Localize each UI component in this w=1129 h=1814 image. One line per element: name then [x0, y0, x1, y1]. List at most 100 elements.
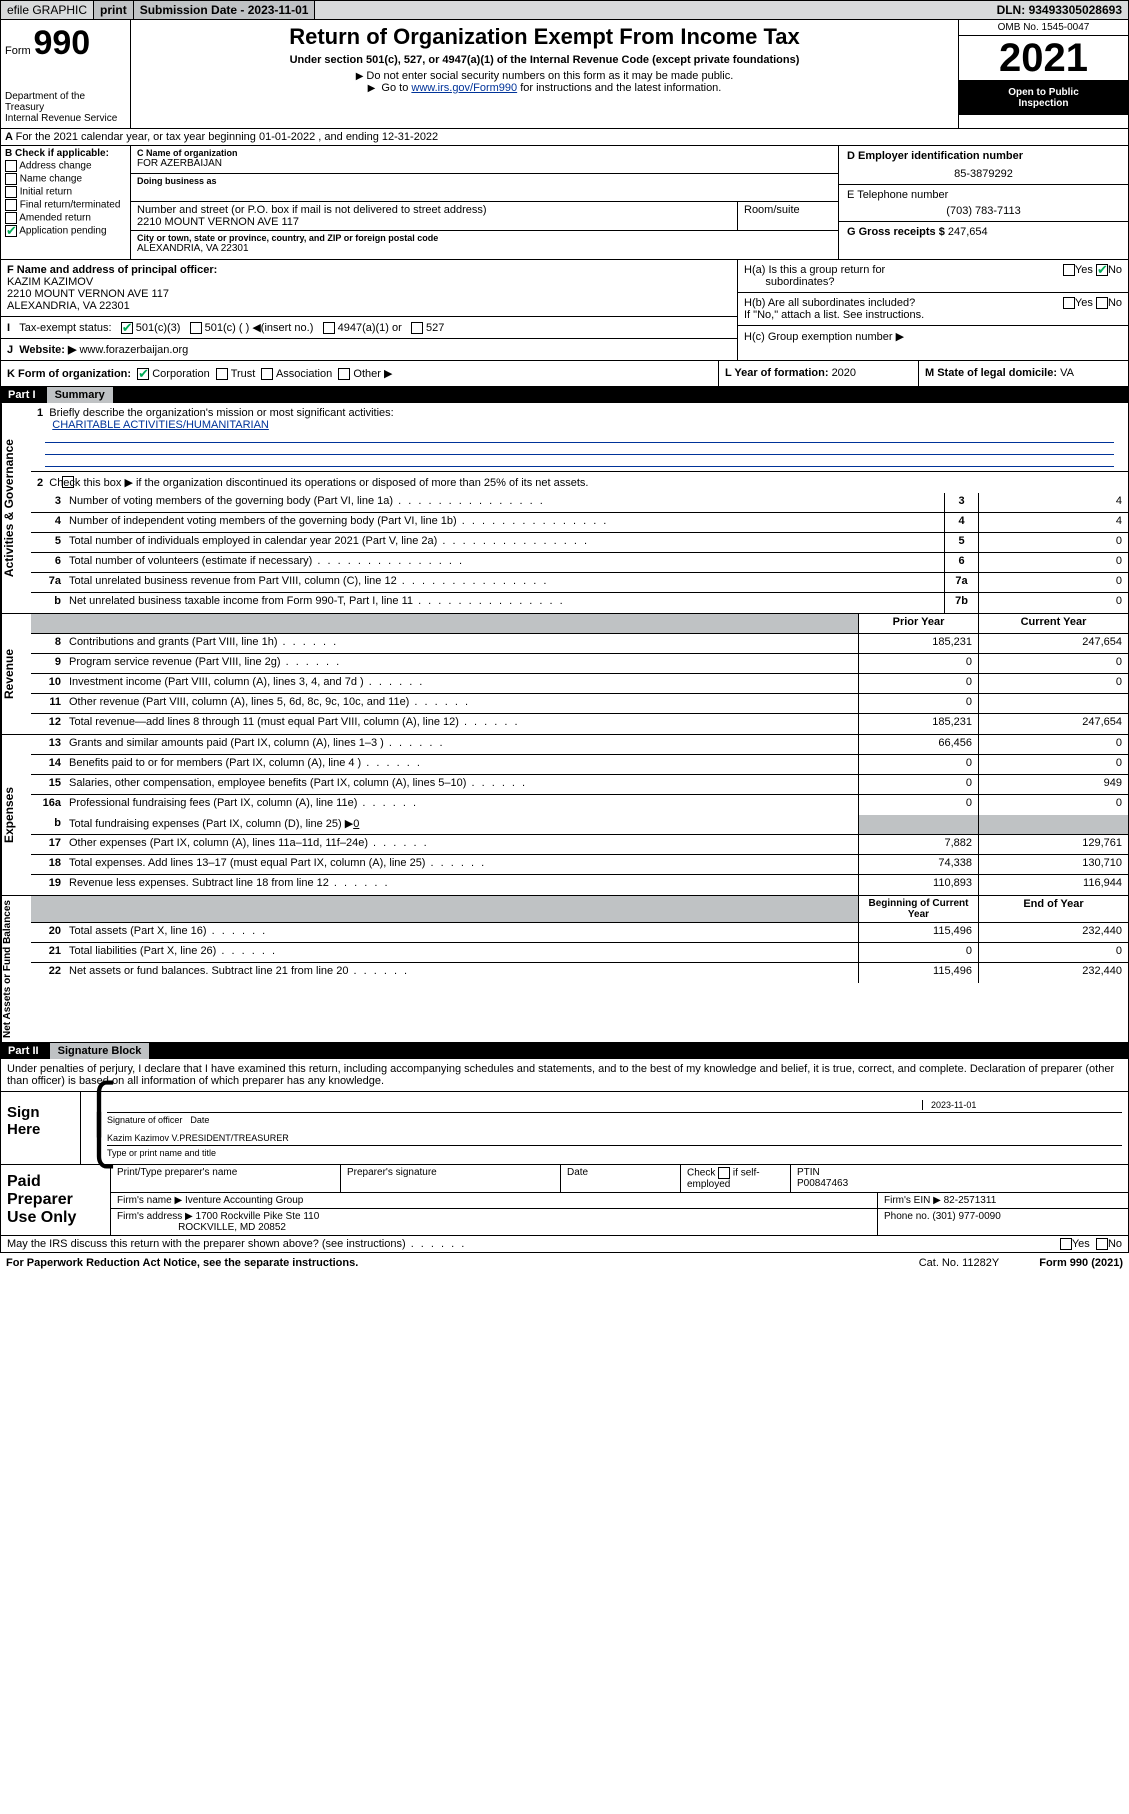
officer-label: F Name and address of principal officer:	[7, 264, 217, 276]
col-c: C Name of organization FOR AZERBAIJAN Do…	[131, 146, 838, 259]
preparer-block: Paid Preparer Use Only Print/Type prepar…	[0, 1165, 1129, 1236]
chk-address-change[interactable]: Address change	[5, 160, 126, 172]
mission-line	[45, 455, 1114, 467]
chk-hb-no[interactable]	[1096, 297, 1108, 309]
signature-block: Under penalties of perjury, I declare th…	[0, 1059, 1129, 1165]
chk-ha-no[interactable]	[1096, 264, 1108, 276]
k-right: M State of legal domicile: VA	[918, 361, 1128, 386]
chk-501c3[interactable]	[121, 322, 133, 334]
city-label: City or town, state or province, country…	[137, 233, 832, 243]
netassets-header: Beginning of Current Year End of Year	[31, 896, 1128, 923]
prep-date-hdr: Date	[561, 1165, 681, 1192]
street-label: Number and street (or P.O. box if mail i…	[137, 204, 731, 216]
goto-suffix: for instructions and the latest informat…	[517, 82, 721, 94]
l16b-text: Total fundraising expenses (Part IX, col…	[69, 818, 353, 830]
goto-note: Go to www.irs.gov/Form990 for instructio…	[135, 82, 954, 94]
cat-no: Cat. No. 11282Y	[919, 1257, 1000, 1269]
hb-note: If "No," attach a list. See instructions…	[744, 309, 1122, 321]
data-row: 10 Investment income (Part VIII, column …	[31, 674, 1128, 694]
chk-assoc[interactable]	[261, 368, 273, 380]
submission-date-label: Submission Date -	[140, 3, 248, 17]
current-year-hdr: Current Year	[978, 614, 1128, 633]
chk-final-return[interactable]: Final return/terminated	[5, 199, 126, 211]
col-b: B Check if applicable: Address change Na…	[1, 146, 131, 259]
street-value: 2210 MOUNT VERNON AVE 117	[137, 216, 731, 228]
chk-4947[interactable]	[323, 322, 335, 334]
chk-name-change[interactable]: Name change	[5, 173, 126, 185]
chk-501c[interactable]	[190, 322, 202, 334]
data-row: 14 Benefits paid to or for members (Part…	[31, 755, 1128, 775]
chk-selfemp[interactable]	[718, 1167, 730, 1179]
fijk-right: H(a) Is this a group return for subordin…	[738, 260, 1128, 360]
chk-discuss-no[interactable]	[1096, 1238, 1108, 1250]
chk-ha-yes[interactable]	[1063, 264, 1075, 276]
gross-block: G Gross receipts $ 247,654	[839, 222, 1128, 242]
chk-hb-yes[interactable]	[1063, 297, 1075, 309]
print-button[interactable]: print	[94, 1, 134, 19]
netassets-body: Beginning of Current Year End of Year 20…	[31, 896, 1128, 1042]
header-right: OMB No. 1545-0047 2021 Open to Public In…	[958, 20, 1128, 128]
mission-label: Briefly describe the organization's miss…	[49, 407, 393, 419]
firm-name: Iventure Accounting Group	[185, 1195, 303, 1206]
final-row: For Paperwork Reduction Act Notice, see …	[0, 1253, 1129, 1273]
chk-amended[interactable]: Amended return	[5, 212, 126, 224]
part1-title: Summary	[47, 387, 113, 403]
year-formation-label: L Year of formation:	[725, 367, 832, 379]
chk-discontinued[interactable]	[62, 476, 74, 488]
begin-year-hdr: Beginning of Current Year	[858, 896, 978, 922]
revenue-section: Revenue Prior Year Current Year 8 Contri…	[0, 614, 1129, 735]
ptin-cell: PTINP00847463	[791, 1165, 1128, 1192]
chk-initial-return[interactable]: Initial return	[5, 186, 126, 198]
sig-name: Kazim Kazimov V.PRESIDENT/TREASURER	[107, 1133, 1122, 1143]
twocol-header: Prior Year Current Year	[31, 614, 1128, 634]
sign-fields: 2023-11-01 Signature of officer Date Kaz…	[101, 1092, 1128, 1164]
firm-addr-label: Firm's address ▶	[117, 1211, 196, 1222]
row-a: A For the 2021 calendar year, or tax yea…	[0, 129, 1129, 146]
gov-side-label: Activities & Governance	[1, 403, 31, 613]
gov-row: 7a Total unrelated business revenue from…	[31, 573, 1128, 593]
data-row: 22 Net assets or fund balances. Subtract…	[31, 963, 1128, 983]
irs-link[interactable]: www.irs.gov/Form990	[411, 82, 517, 94]
fijk-left: F Name and address of principal officer:…	[1, 260, 738, 360]
dba-label: Doing business as	[137, 176, 832, 186]
chk-app-pending[interactable]: Application pending	[5, 225, 126, 237]
k-mid: L Year of formation: 2020	[718, 361, 918, 386]
domicile-label: M State of legal domicile:	[925, 367, 1060, 379]
preparer-side-label: Paid Preparer Use Only	[1, 1165, 111, 1235]
chk-527[interactable]	[411, 322, 423, 334]
ein-block: D Employer identification number 85-3879…	[839, 146, 1128, 185]
part1-label: Part I	[8, 389, 36, 401]
l16b-current	[978, 815, 1128, 834]
part2-title: Signature Block	[50, 1043, 150, 1059]
firm-ein-label: Firm's EIN ▶	[884, 1195, 944, 1206]
chk-discuss-yes[interactable]	[1060, 1238, 1072, 1250]
l16b-value: 0	[353, 818, 359, 830]
otp-line1: Open to Public	[963, 87, 1124, 98]
data-row: 9 Program service revenue (Part VIII, li…	[31, 654, 1128, 674]
otp-line2: Inspection	[963, 98, 1124, 109]
sig-date: 2023-11-01	[922, 1100, 1122, 1110]
gross-label: G Gross receipts $	[847, 226, 948, 238]
chk-other[interactable]	[338, 368, 350, 380]
prior-year-hdr: Prior Year	[858, 614, 978, 633]
city-row: City or town, state or province, country…	[131, 231, 838, 259]
tax-status-label: Tax-exempt status:	[19, 322, 111, 334]
chk-corp[interactable]	[137, 368, 149, 380]
gross-value: 247,654	[948, 226, 988, 238]
row-j: J Website: ▶ www.forazerbaijan.org	[1, 339, 737, 360]
form-number: 990	[33, 24, 90, 62]
revenue-side-label: Revenue	[1, 614, 31, 734]
netassets-side-label: Net Assets or Fund Balances	[1, 896, 31, 1042]
mission-value[interactable]: CHARITABLE ACTIVITIES/HUMANITARIAN	[52, 419, 269, 431]
ein-value: 85-3879292	[847, 168, 1120, 180]
data-row: 12 Total revenue—add lines 8 through 11 …	[31, 714, 1128, 734]
chk-trust[interactable]	[216, 368, 228, 380]
form-title: Return of Organization Exempt From Incom…	[135, 24, 954, 50]
spacer	[315, 8, 990, 12]
dln: DLN: 93493305028693	[991, 1, 1128, 19]
data-row: 16a Professional fundraising fees (Part …	[31, 795, 1128, 815]
open-to-public: Open to Public Inspection	[959, 81, 1128, 115]
data-row: 17 Other expenses (Part IX, column (A), …	[31, 835, 1128, 855]
expenses-section: Expenses 13 Grants and similar amounts p…	[0, 735, 1129, 896]
dln-label: DLN:	[997, 3, 1029, 17]
